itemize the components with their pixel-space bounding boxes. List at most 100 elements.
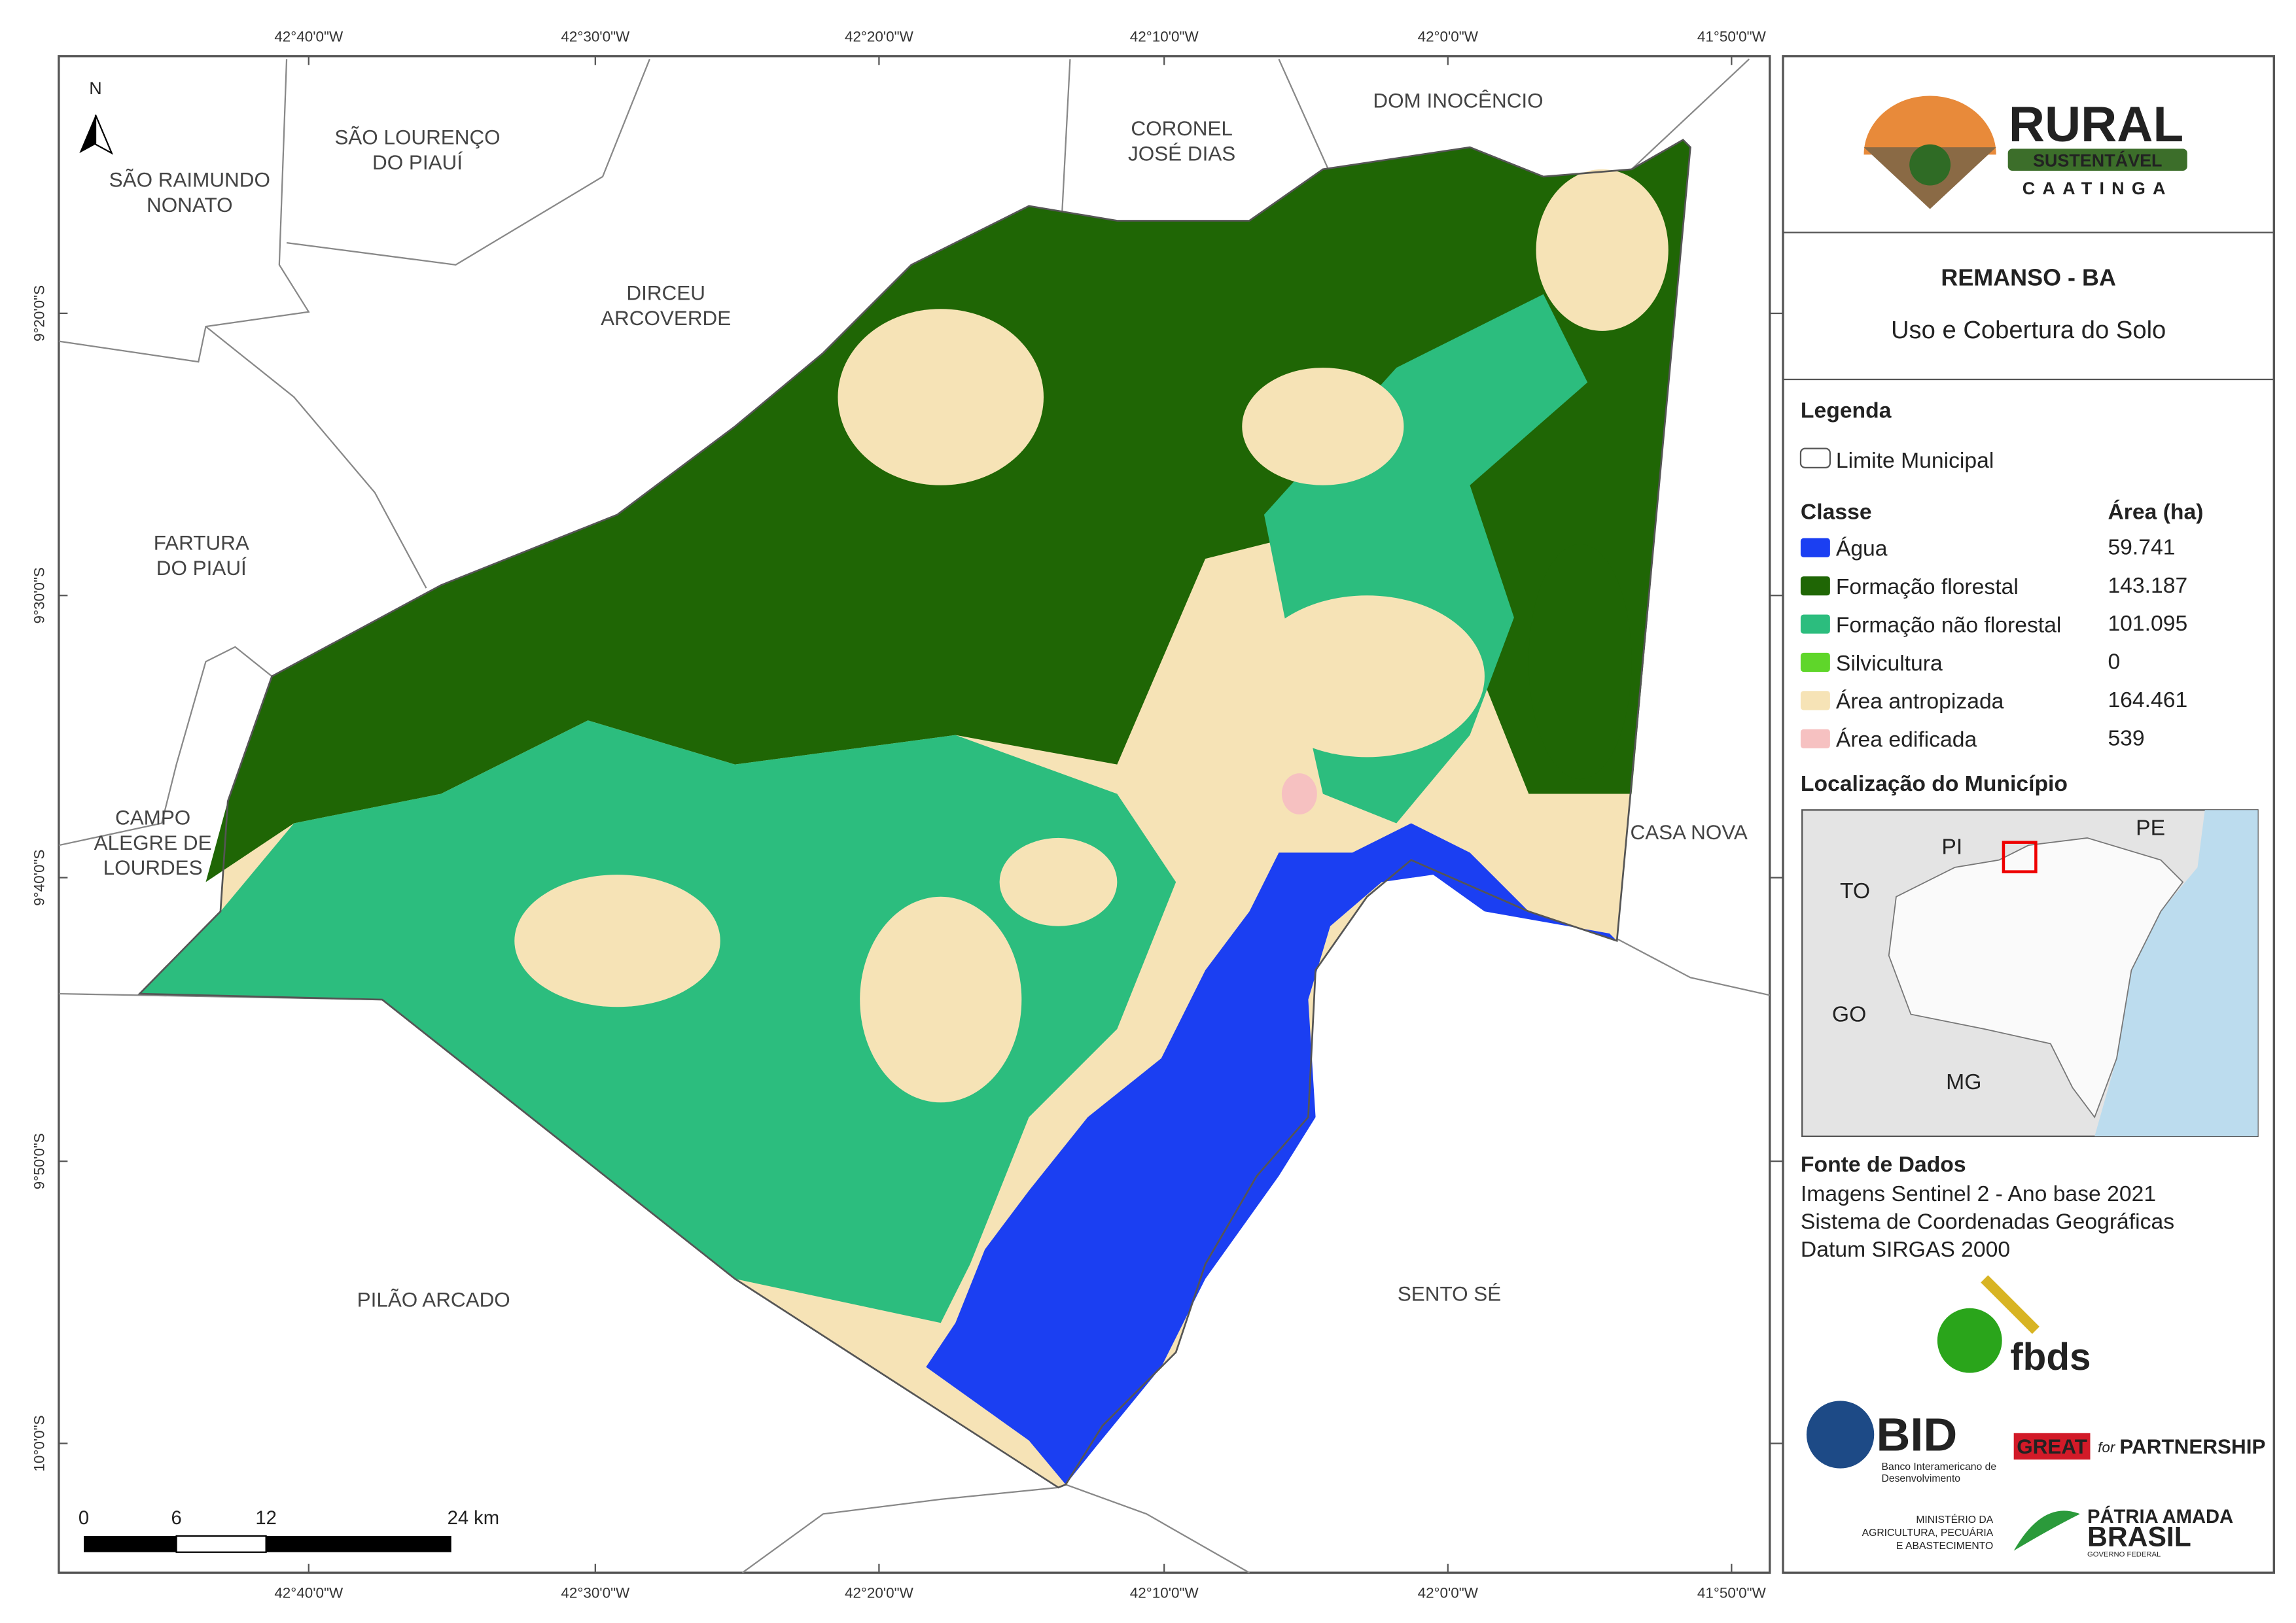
scale-bar bbox=[84, 1535, 451, 1553]
boundary-line bbox=[741, 1486, 1059, 1574]
boundary-swatch bbox=[1799, 447, 1831, 468]
land-area bbox=[926, 823, 1617, 1485]
land-area bbox=[514, 875, 720, 1007]
boundary-label: Limite Municipal bbox=[1836, 449, 1994, 473]
source-lines: Imagens Sentinel 2 - Ano base 2021 Sistem… bbox=[1801, 1182, 2174, 1262]
logo-tree bbox=[1909, 144, 1951, 186]
legend-swatch bbox=[1800, 576, 1830, 596]
scale-segment bbox=[266, 1536, 451, 1552]
bid-caption: Desenvolvimento bbox=[1881, 1473, 1960, 1484]
municipal-boundary bbox=[137, 139, 1691, 1489]
land-area bbox=[838, 309, 1044, 485]
bid-caption: Banco Interamericano de bbox=[1881, 1461, 1996, 1473]
scale-label: 24 km bbox=[448, 1508, 499, 1529]
legend-title: Legenda bbox=[1801, 398, 1892, 423]
legend-items: Água 59.741 Formação florestal 143.187 Forma… bbox=[1800, 535, 2187, 752]
neighbor-label: NONATO bbox=[147, 194, 233, 217]
land-area bbox=[1536, 169, 1669, 331]
governo-text: GOVERNO FEDERAL bbox=[2087, 1550, 2161, 1558]
state-label: TO bbox=[1840, 879, 1870, 903]
logo-band bbox=[2007, 148, 2187, 171]
great-text: GREAT bbox=[2017, 1435, 2087, 1458]
x-tick-label: 42°0'0"W bbox=[1418, 1584, 1479, 1601]
x-tick-label: 42°10'0"W bbox=[1130, 28, 1199, 44]
land-area bbox=[1528, 544, 1632, 780]
partner-logos: fbds BID Banco Interamericano de Desenvo… bbox=[1806, 1275, 2265, 1558]
great-partnership: PARTNERSHIP bbox=[2119, 1435, 2265, 1458]
source-line: Sistema de Coordenadas Geográficas bbox=[1801, 1210, 2174, 1234]
land-area bbox=[860, 896, 1022, 1103]
neighbor-label: ARCOVERDE bbox=[601, 307, 731, 330]
legend-swatch bbox=[1800, 729, 1830, 748]
neighbor-label: SENTO SÉ bbox=[1398, 1283, 1501, 1306]
y-tick-label: 9°20'0"S bbox=[31, 285, 47, 341]
side-panel: RURAL SUSTENTÁVEL CAATINGA REMANSO - BA … bbox=[1782, 55, 2275, 1574]
scale-label: 6 bbox=[171, 1508, 181, 1529]
boundary-line bbox=[1278, 58, 1332, 174]
ministry-text: E ABASTECIMENTO bbox=[1896, 1541, 1993, 1552]
state-label: PE bbox=[2136, 816, 2165, 840]
fbds-circle bbox=[1937, 1308, 2002, 1373]
legend-swatch bbox=[1800, 538, 1830, 557]
x-tick-label: 42°20'0"W bbox=[845, 1584, 914, 1601]
inset-ocean bbox=[2094, 810, 2258, 1136]
brasil-text: BRASIL bbox=[2087, 1522, 2191, 1553]
scale-label: 0 bbox=[79, 1508, 89, 1529]
north-arrow: N bbox=[79, 79, 114, 155]
class-header: Classe bbox=[1801, 500, 1872, 524]
neighbor-label: SÃO LOURENÇO bbox=[334, 126, 500, 149]
neighbor-label: ALEGRE DE bbox=[94, 831, 212, 854]
great-for: for bbox=[2098, 1439, 2116, 1456]
neighbor-label: DIRCEU bbox=[626, 282, 705, 305]
bid-text: BID bbox=[1877, 1409, 1958, 1461]
y-tick-label: 9°40'0"S bbox=[31, 850, 47, 906]
boundary-line bbox=[1612, 935, 1771, 996]
neighbor-boundaries bbox=[58, 58, 1771, 1574]
source-line: Datum SIRGAS 2000 bbox=[1801, 1238, 2010, 1262]
boundary-line bbox=[58, 59, 310, 363]
boundary-line bbox=[58, 646, 273, 846]
state-label: PI bbox=[1941, 835, 1962, 860]
boundary-line bbox=[1065, 1484, 1250, 1574]
patria-text: PÁTRIA AMADA bbox=[2087, 1505, 2233, 1527]
ministry-text: AGRICULTURA, PECUÁRIA bbox=[1862, 1526, 1994, 1539]
land-use-map bbox=[137, 139, 1691, 1489]
boundary-line bbox=[1060, 59, 1071, 228]
north-arrow-left bbox=[79, 114, 96, 154]
logo-subtitle: SUSTENTÁVEL bbox=[2033, 150, 2163, 170]
legend-area: 59.741 bbox=[2108, 535, 2175, 559]
fbds-text: fbds bbox=[2010, 1336, 2091, 1378]
state-label: MG bbox=[1946, 1070, 1981, 1094]
boundary-line bbox=[1631, 58, 1750, 170]
land-area bbox=[139, 720, 1176, 1323]
x-tick-label: 41°50'0"W bbox=[1697, 1584, 1767, 1601]
legend-label: Área edificada bbox=[1836, 728, 1977, 752]
x-tick-label: 42°40'0"W bbox=[274, 1584, 344, 1601]
rural-logo: RURAL SUSTENTÁVEL CAATINGA bbox=[1863, 96, 2187, 209]
x-tick-label: 42°30'0"W bbox=[561, 28, 630, 44]
inset-states: PI PE TO GO MG bbox=[1832, 816, 2165, 1094]
location-title: Localização do Município bbox=[1801, 772, 2068, 796]
brasil-emblem bbox=[2013, 1510, 2080, 1551]
fbds-bar bbox=[1981, 1275, 2040, 1335]
land-area bbox=[1249, 595, 1485, 758]
neighbor-label: CORONEL bbox=[1131, 117, 1232, 140]
x-tick-label: 42°40'0"W bbox=[274, 28, 344, 44]
neighbor-label: DOM INOCÊNCIO bbox=[1373, 89, 1543, 112]
y-tick-label: 9°50'0"S bbox=[31, 1133, 47, 1189]
neighbor-label: SÃO RAIMUNDO bbox=[109, 169, 270, 192]
legend-area: 0 bbox=[2108, 650, 2120, 674]
map-title: REMANSO - BA bbox=[1941, 264, 2116, 290]
legend-swatch bbox=[1800, 691, 1830, 710]
neighbor-label: CAMPO bbox=[115, 807, 190, 829]
logo-subtitle: CAATINGA bbox=[2022, 179, 2173, 198]
legend-area: 539 bbox=[2108, 726, 2144, 750]
legend-label: Área antropizada bbox=[1836, 689, 2004, 714]
legend-label: Água bbox=[1836, 537, 1888, 561]
scale-label: 12 bbox=[255, 1508, 276, 1529]
great-box bbox=[2013, 1433, 2091, 1460]
